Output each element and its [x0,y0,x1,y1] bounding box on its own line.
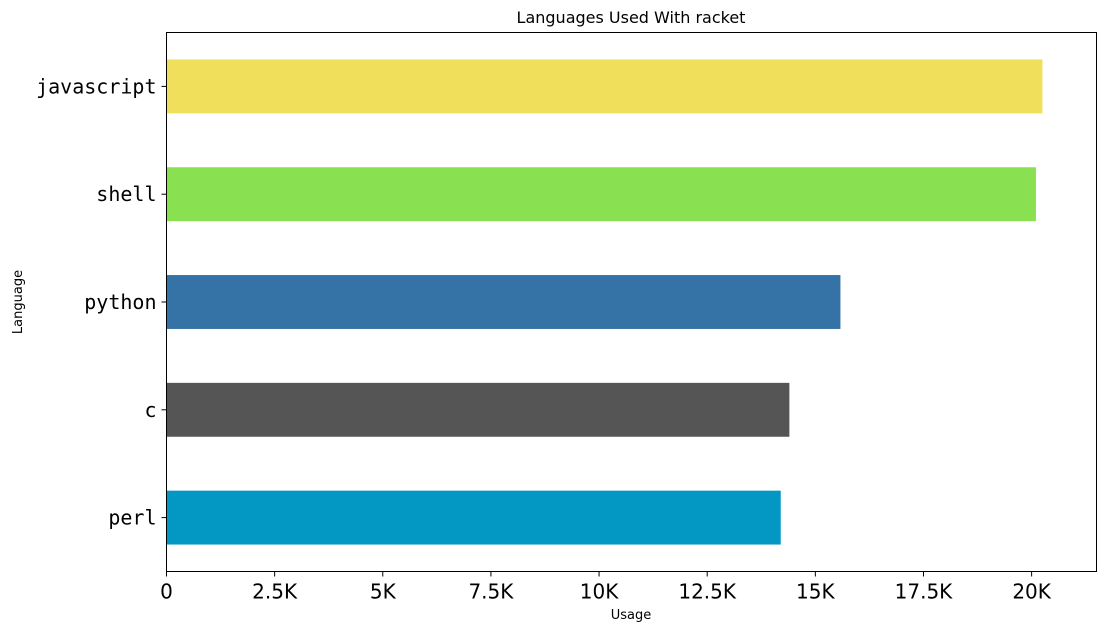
x-tick-label-6: 15K [796,580,835,604]
y-tick-label-shell: shell [96,182,156,206]
y-axis-label: Language [11,270,26,334]
x-axis-label: Usage [611,608,652,623]
y-tick-label-python: python [84,290,156,314]
bar-c [166,382,790,437]
x-tick-label-1: 2.5K [252,580,298,604]
y-tick-label-c: c [144,398,156,422]
bars-group [166,59,1043,545]
bar-shell [166,167,1036,222]
y-axis-ticks: javascript shell python c perl [36,74,167,530]
plot-frame [166,32,1097,572]
bar-javascript [166,59,1043,114]
x-tick-label-7: 17.5K [895,580,954,604]
x-tick-label-0: 0 [160,580,173,604]
bar-perl [166,490,781,545]
y-tick-label-perl: perl [108,506,156,530]
x-tick-label-5: 12.5K [678,580,737,604]
x-tick-label-8: 20K [1012,580,1051,604]
y-tick-label-javascript: javascript [36,74,156,98]
x-tick-label-3: 7.5K [468,580,514,604]
x-axis-ticks: 0 2.5K 5K 7.5K 10K 12.5K 15K 17.5K 20K [160,571,1052,604]
x-tick-label-2: 5K [370,580,397,604]
bar-python [166,275,841,329]
x-tick-label-4: 10K [580,580,619,604]
chart-title: Languages Used With racket [517,8,746,27]
